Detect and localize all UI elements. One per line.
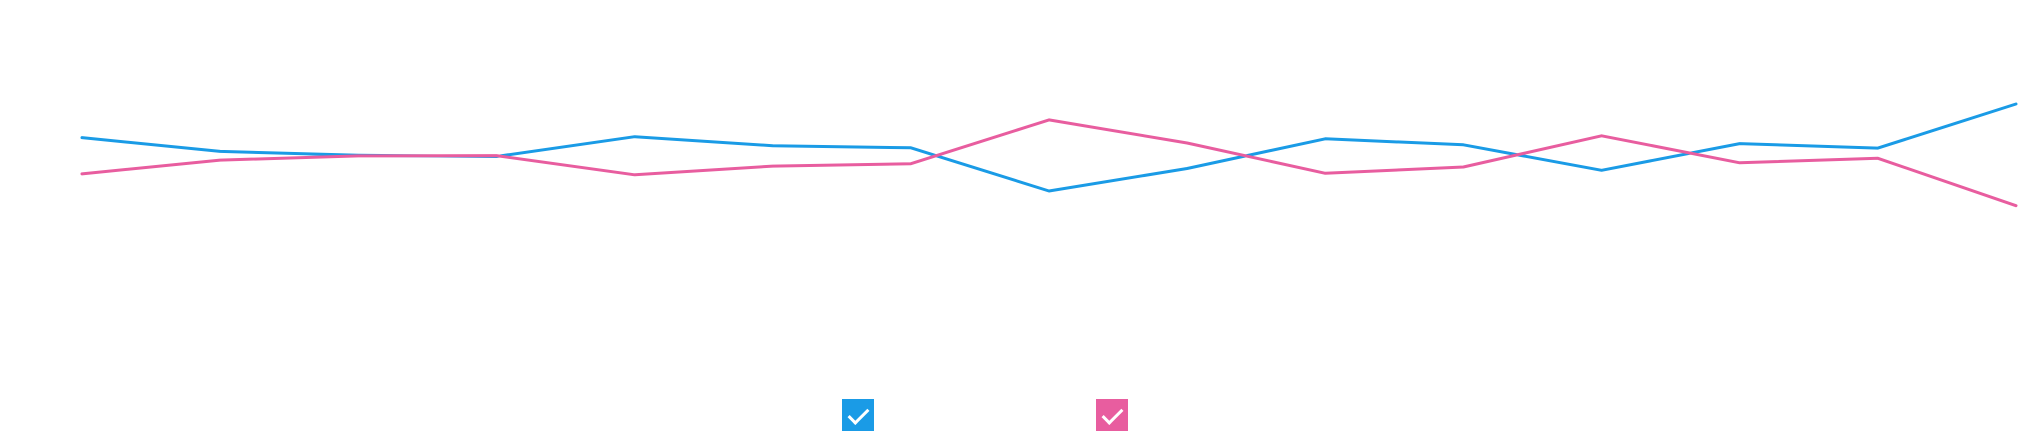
chart-legend [0,399,2002,432]
checkbox-checked-icon[interactable] [1095,399,1128,431]
checkbox-checked-icon[interactable] [841,399,874,431]
series-line-1 [80,102,2018,193]
legend-item-series-2[interactable] [1095,399,1139,431]
legend-item-series-1[interactable] [841,399,885,431]
series-line-2 [80,118,2018,208]
